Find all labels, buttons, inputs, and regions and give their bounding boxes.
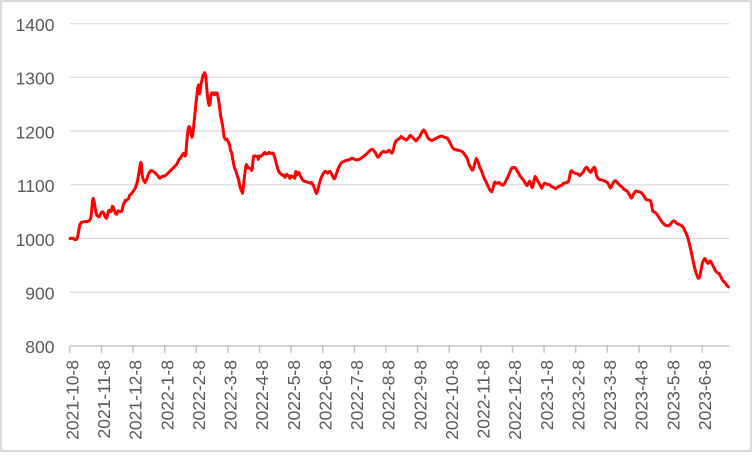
svg-text:2022-2-8: 2022-2-8: [189, 360, 209, 430]
svg-text:1000: 1000: [16, 230, 55, 250]
svg-text:2022-12-8: 2022-12-8: [505, 360, 525, 440]
svg-text:1300: 1300: [16, 69, 55, 89]
svg-text:2022-11-8: 2022-11-8: [474, 360, 494, 439]
svg-text:2023-3-8: 2023-3-8: [600, 360, 620, 430]
svg-text:2022-10-8: 2022-10-8: [442, 360, 462, 440]
svg-text:1400: 1400: [16, 15, 55, 35]
svg-text:2022-4-8: 2022-4-8: [252, 360, 272, 430]
svg-text:2022-9-8: 2022-9-8: [410, 360, 430, 430]
svg-text:2021-10-8: 2021-10-8: [63, 360, 83, 440]
svg-text:2022-7-8: 2022-7-8: [347, 360, 367, 430]
svg-text:2023-4-8: 2023-4-8: [632, 360, 652, 430]
svg-text:2022-5-8: 2022-5-8: [284, 360, 304, 430]
svg-text:1100: 1100: [17, 176, 55, 196]
svg-text:2022-8-8: 2022-8-8: [379, 360, 399, 430]
svg-text:900: 900: [25, 284, 54, 304]
svg-text:2023-6-8: 2023-6-8: [695, 360, 715, 430]
svg-text:2023-1-8: 2023-1-8: [537, 360, 557, 430]
svg-text:2021-12-8: 2021-12-8: [126, 360, 146, 440]
svg-text:2023-5-8: 2023-5-8: [663, 360, 683, 430]
svg-text:2022-1-8: 2022-1-8: [157, 360, 177, 430]
svg-text:1200: 1200: [16, 122, 55, 142]
svg-text:2023-2-8: 2023-2-8: [568, 360, 588, 430]
svg-text:2022-3-8: 2022-3-8: [221, 360, 241, 430]
svg-text:2021-11-8: 2021-11-8: [94, 360, 114, 439]
svg-text:800: 800: [25, 337, 54, 357]
svg-text:2022-6-8: 2022-6-8: [316, 360, 336, 430]
